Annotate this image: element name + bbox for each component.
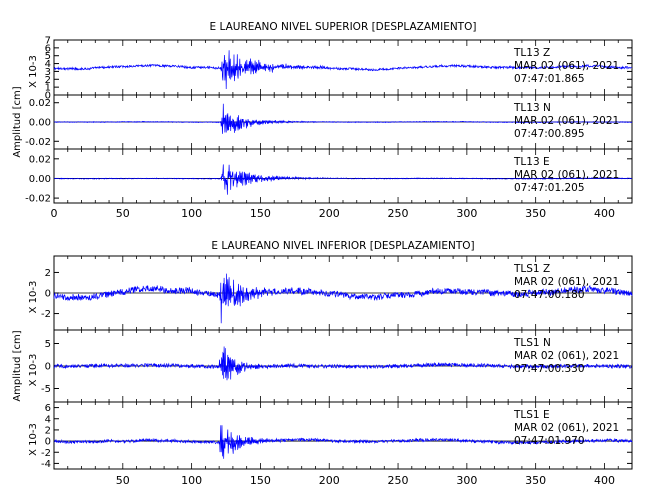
y-tick-label: 2 <box>45 268 51 279</box>
y-tick-label: 0.00 <box>29 174 51 185</box>
x-tick-label: 250 <box>388 474 409 487</box>
time-label: 07:47:01.970 <box>514 435 585 447</box>
y-axis-label: Amplitud [cm] <box>12 330 23 401</box>
chart-title: E LAUREANO NIVEL SUPERIOR [DESPLAZAMIENT… <box>210 21 477 33</box>
scale-factor-label: X 10-3 <box>28 423 39 456</box>
date-label: MAR 02 (061), 2021 <box>514 60 619 72</box>
y-tick-label: 0 <box>45 437 51 448</box>
time-label: 07:47:00.180 <box>514 289 585 301</box>
y-tick-label: 3 <box>45 67 51 78</box>
x-tick-label: 300 <box>456 207 477 220</box>
time-label: 07:47:01.205 <box>514 182 585 194</box>
x-tick-label: 150 <box>250 207 271 220</box>
chart-1: E LAUREANO NIVEL SUPERIOR [DESPLAZAMIENT… <box>12 21 633 220</box>
y-tick-label: -0.02 <box>25 137 51 148</box>
date-label: MAR 02 (061), 2021 <box>514 350 619 362</box>
y-tick-label: -0.02 <box>25 194 51 205</box>
waveform-TLS1-E <box>53 425 633 459</box>
x-tick-label: 400 <box>594 474 615 487</box>
scale-factor-label: X 10-3 <box>28 354 39 387</box>
time-label: 07:47:01.865 <box>514 73 585 85</box>
y-tick-label: 2 <box>45 425 51 436</box>
station-label: TLS1 E <box>513 409 550 421</box>
x-tick-label: 200 <box>319 207 340 220</box>
date-label: MAR 02 (061), 2021 <box>514 422 619 434</box>
x-tick-label: 100 <box>181 474 202 487</box>
scale-factor-label: X 10-3 <box>28 55 39 88</box>
station-label: TL13 N <box>513 102 551 114</box>
date-label: MAR 02 (061), 2021 <box>514 115 619 127</box>
y-tick-label: 6 <box>45 43 51 54</box>
x-tick-label: 350 <box>525 474 546 487</box>
x-tick-label: 300 <box>456 474 477 487</box>
chart-2: E LAUREANO NIVEL INFERIOR [DESPLAZAMIENT… <box>12 240 633 487</box>
waveform-TL13-E <box>53 164 633 195</box>
y-tick-label: -5 <box>41 384 51 395</box>
y-tick-label: 0 <box>45 289 51 300</box>
y-tick-label: 1 <box>45 83 51 94</box>
y-tick-label: 4 <box>45 414 51 425</box>
station-label: TLS1 Z <box>513 263 550 275</box>
x-tick-label: 350 <box>525 207 546 220</box>
y-tick-label: 5 <box>45 339 51 350</box>
x-tick-label: 0 <box>51 207 58 220</box>
x-tick-label: 100 <box>181 207 202 220</box>
x-tick-label: 250 <box>388 207 409 220</box>
waveform-TLS1-Z <box>53 273 633 324</box>
y-tick-label: 0.00 <box>29 118 51 129</box>
scale-factor-label: X 10-3 <box>28 281 39 314</box>
x-tick-label: 50 <box>116 474 130 487</box>
y-axis-label: Amplitud [cm] <box>12 86 23 157</box>
y-tick-label: 0 <box>45 91 51 102</box>
x-tick-label: 150 <box>250 474 271 487</box>
y-tick-label: 0.02 <box>29 154 51 165</box>
y-tick-label: 7 <box>45 36 51 47</box>
date-label: MAR 02 (061), 2021 <box>514 276 619 288</box>
y-tick-label: 0.02 <box>29 98 51 109</box>
y-tick-label: 4 <box>45 59 51 70</box>
time-label: 07:47:00.330 <box>514 363 585 375</box>
waveform-TLS1-N <box>53 346 633 381</box>
station-label: TL13 E <box>513 156 550 168</box>
x-tick-label: 400 <box>594 207 615 220</box>
y-tick-label: 6 <box>45 403 51 414</box>
station-label: TLS1 N <box>513 337 551 349</box>
y-tick-label: 5 <box>45 51 51 62</box>
date-label: MAR 02 (061), 2021 <box>514 169 619 181</box>
y-tick-label: -4 <box>41 459 51 470</box>
waveform-TL13-Z <box>53 50 633 90</box>
y-tick-label: 0 <box>45 362 51 373</box>
y-tick-label: 2 <box>45 75 51 86</box>
x-tick-label: 200 <box>319 474 340 487</box>
waveform-TL13-N <box>53 103 633 134</box>
time-label: 07:47:00.895 <box>514 128 585 140</box>
chart-title: E LAUREANO NIVEL INFERIOR [DESPLAZAMIENT… <box>211 240 474 252</box>
y-tick-label: -2 <box>41 309 51 320</box>
x-tick-label: 50 <box>116 207 130 220</box>
y-tick-label: -2 <box>41 448 51 459</box>
station-label: TL13 Z <box>513 47 550 59</box>
